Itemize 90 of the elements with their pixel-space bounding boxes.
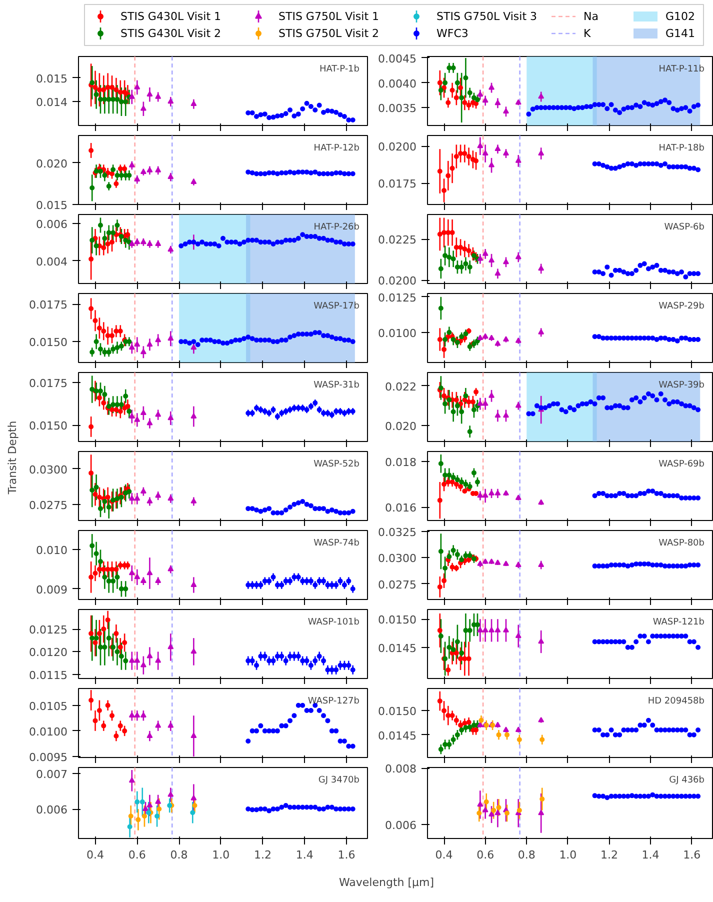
y-tick-label: 0.0120 <box>29 646 68 660</box>
legend-label: WFC3 <box>436 27 468 40</box>
x-tick-label: 1.6 <box>338 848 356 862</box>
y-tick-label: 0.0100 <box>378 326 417 340</box>
y-tick-label: 0.0035 <box>378 102 417 116</box>
legend-label: STIS G750L Visit 3 <box>436 10 538 23</box>
y-tick-label: 0.0300 <box>378 552 417 566</box>
y-tick-label: 0.020 <box>36 157 68 170</box>
text: HAT-P-26b <box>314 222 360 232</box>
y-tick-label: 0.006 <box>36 218 68 231</box>
legend-label: Na <box>584 10 598 23</box>
x-tick-label: 1.2 <box>254 848 272 862</box>
x-tick-label: 0.4 <box>435 848 453 862</box>
text: WASP-17b <box>314 302 360 312</box>
x-axis-title: Wavelength [µm] <box>338 876 434 889</box>
text: GJ 436b <box>669 776 705 786</box>
y-tick-label: 0.010 <box>36 544 68 558</box>
y-tick-label: 0.0150 <box>378 705 417 718</box>
x-tick-label: 1.0 <box>559 848 577 862</box>
y-tick-label: 0.0200 <box>378 140 417 154</box>
text: WASP-69b <box>658 460 705 470</box>
text: WASP-127b <box>308 696 360 706</box>
y-tick-label: 0.008 <box>385 762 417 776</box>
text: WASP-31b <box>314 380 360 390</box>
legend-label: STIS G430L Visit 1 <box>120 10 222 23</box>
text: WASP-52b <box>314 460 360 470</box>
y-tick-label: 0.014 <box>36 96 68 110</box>
text: WASP-121b <box>652 618 705 628</box>
text: HAT-P-18b <box>658 144 705 154</box>
text: WASP-29b <box>658 302 705 312</box>
y-tick-label: 0.022 <box>385 380 417 394</box>
text: WASP-6b <box>664 222 705 232</box>
y-tick-label: 0.016 <box>385 502 417 515</box>
text: HAT-P-1b <box>319 64 360 74</box>
x-tick-label: 0.6 <box>128 848 146 862</box>
y-tick-label: 0.020 <box>385 420 417 434</box>
x-tick-label: 0.8 <box>518 848 536 862</box>
y-axis-title: Transit Depth <box>6 420 19 496</box>
y-tick-label: 0.0175 <box>29 298 68 312</box>
y-tick-label: 0.0125 <box>378 291 417 304</box>
y-tick-label: 0.0175 <box>29 377 68 390</box>
y-tick-label: 0.0105 <box>29 700 68 713</box>
y-tick-label: 0.0145 <box>378 642 417 655</box>
y-tick-label: 0.0200 <box>378 274 417 288</box>
y-tick-label: 0.0040 <box>378 77 417 90</box>
text: HAT-P-11b <box>658 64 705 74</box>
y-tick-label: 0.0045 <box>378 52 417 66</box>
x-tick-label: 0.8 <box>170 848 188 862</box>
y-tick-label: 0.0300 <box>29 463 68 476</box>
x-tick-label: 1.0 <box>212 848 230 862</box>
text: HD 209458b <box>648 696 705 706</box>
y-tick-label: 0.0150 <box>29 336 68 350</box>
legend-label: G102 <box>666 10 696 23</box>
legend-label: STIS G430L Visit 2 <box>120 27 222 40</box>
y-tick-label: 0.0145 <box>378 729 417 742</box>
text: HAT-P-12b <box>314 144 360 154</box>
x-tick-label: 1.2 <box>600 848 618 862</box>
y-tick-label: 0.0275 <box>29 498 68 512</box>
y-tick-label: 0.006 <box>36 804 68 817</box>
y-tick-label: 0.007 <box>36 768 68 782</box>
y-tick-label: 0.0225 <box>378 234 417 247</box>
x-tick-label: 1.6 <box>683 848 701 862</box>
text: WASP-74b <box>314 538 360 548</box>
x-tick-label: 1.4 <box>642 848 660 862</box>
legend-label: STIS G750L Visit 1 <box>278 10 380 23</box>
text: WASP-80b <box>658 538 705 548</box>
y-tick-label: 0.0115 <box>29 668 68 682</box>
y-tick-label: 0.018 <box>385 456 417 469</box>
y-tick-label: 0.009 <box>36 583 68 596</box>
y-tick-label: 0.0150 <box>378 614 417 627</box>
legend-label: G141 <box>666 27 696 40</box>
y-tick-label: 0.015 <box>36 72 68 86</box>
y-tick-label: 0.004 <box>36 255 68 268</box>
y-tick-label: 0.0275 <box>378 578 417 592</box>
text: WASP-39b <box>658 380 705 390</box>
x-tick-label: 0.4 <box>86 848 104 862</box>
text: WASP-101b <box>308 618 360 628</box>
y-tick-label: 0.0325 <box>378 526 417 540</box>
x-tick-label: 0.6 <box>476 848 494 862</box>
text: GJ 3470b <box>318 776 360 786</box>
y-tick-label: 0.0100 <box>29 725 68 738</box>
x-tick-label: 1.4 <box>296 848 314 862</box>
y-tick-label: 0.006 <box>385 818 417 832</box>
y-tick-label: 0.015 <box>36 199 68 212</box>
y-tick-label: 0.0175 <box>378 178 417 191</box>
y-tick-label: 0.0125 <box>29 624 68 637</box>
y-tick-label: 0.0095 <box>29 750 68 764</box>
legend-label: STIS G750L Visit 2 <box>278 27 380 40</box>
legend-label: K <box>584 27 592 40</box>
y-tick-label: 0.0150 <box>29 420 68 433</box>
